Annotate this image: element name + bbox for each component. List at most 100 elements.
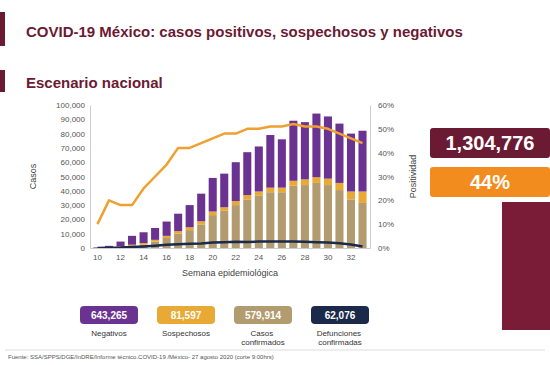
bar xyxy=(232,162,240,201)
bar xyxy=(186,230,194,248)
legend-swatch xyxy=(80,306,138,324)
tick-label: 30 xyxy=(323,253,332,262)
bar xyxy=(220,174,228,208)
tick-label: 60% xyxy=(378,101,394,110)
bar xyxy=(186,205,194,227)
tick: 0 xyxy=(81,244,90,253)
tick: 70,000 xyxy=(61,144,90,153)
tick-label: 30% xyxy=(378,173,394,182)
tick: 40,000 xyxy=(61,187,90,196)
tick-label: 20,000 xyxy=(61,215,86,224)
bar xyxy=(151,240,159,242)
bar-series xyxy=(93,177,366,248)
line xyxy=(97,241,362,248)
y-axis-title: Casos xyxy=(28,163,38,189)
decor-panel xyxy=(502,202,550,330)
tick: 60,000 xyxy=(61,158,90,167)
tick: 0% xyxy=(370,244,390,253)
bar xyxy=(232,201,240,205)
bar xyxy=(186,227,194,230)
tick: 24 xyxy=(254,253,263,262)
axis-line xyxy=(370,106,371,249)
legend-label-line: confirmadas xyxy=(318,338,362,347)
tick: 12 xyxy=(116,253,125,262)
tick: 26 xyxy=(277,253,286,262)
bar xyxy=(266,192,274,248)
tick: 20% xyxy=(370,196,394,205)
tick-label: 60,000 xyxy=(61,158,86,167)
tick: 10,000 xyxy=(61,230,90,239)
accent-bar xyxy=(0,70,5,92)
legend-label-line: Defunciones xyxy=(317,329,364,338)
bar xyxy=(289,181,297,186)
legend-total: 81,597 xyxy=(171,310,202,321)
tick-label: 40,000 xyxy=(61,187,86,196)
bar xyxy=(140,243,148,244)
bar xyxy=(128,236,136,245)
tick-label: 16 xyxy=(162,253,171,262)
tick: 18 xyxy=(185,253,194,262)
legend-total: 579,914 xyxy=(245,310,282,321)
tick: 50% xyxy=(370,125,394,134)
tick: 80,000 xyxy=(61,130,90,139)
tick: 50,000 xyxy=(61,173,90,182)
bar xyxy=(220,207,228,211)
tick-label: 14 xyxy=(139,253,148,262)
bar xyxy=(347,192,355,200)
bar xyxy=(324,185,332,248)
legend-label: Casos confirmados xyxy=(241,329,285,347)
bar xyxy=(163,236,171,238)
tick: 20 xyxy=(208,253,217,262)
tick-label: 90,000 xyxy=(61,115,86,124)
bar xyxy=(163,222,171,236)
y-axis: 010,00020,00030,00040,00050,00060,00070,… xyxy=(56,101,90,253)
bar xyxy=(358,203,366,248)
bar xyxy=(358,192,366,203)
highlight-value: 1,304,776 xyxy=(446,132,535,154)
tick: 32 xyxy=(347,253,356,262)
tick: 60% xyxy=(370,101,394,110)
tick: 40% xyxy=(370,149,394,158)
legend-swatch xyxy=(157,306,215,324)
bar xyxy=(209,178,217,212)
tick: 16 xyxy=(162,253,171,262)
tick-label: 70,000 xyxy=(61,144,86,153)
tick-label: 80,000 xyxy=(61,130,86,139)
tick: 28 xyxy=(300,253,309,262)
tick: 10 xyxy=(93,253,102,262)
bar xyxy=(163,238,171,248)
bar xyxy=(335,190,343,248)
y2-axis-title: Positividad xyxy=(408,155,418,199)
bar xyxy=(289,121,297,181)
tick-label: 10% xyxy=(378,220,394,229)
line xyxy=(97,124,362,224)
legend-label-line: Sospechosos xyxy=(162,329,210,338)
tick: 30 xyxy=(323,253,332,262)
x-axis: 10 12 14 16 18 20 22 24 26 28 30 32 xyxy=(91,249,371,262)
legend-label-line: Casos xyxy=(251,329,276,338)
tick-label: 50% xyxy=(378,125,394,134)
tick-label: 10 xyxy=(93,253,102,262)
source: Fuente: SSA/SPPS/DGE/InDRE/Informe técni… xyxy=(8,354,274,360)
y2-axis: 0% 10% 20% 30% 40% 50% 60% xyxy=(370,101,394,253)
bar xyxy=(255,146,263,191)
tick: 14 xyxy=(139,253,148,262)
bar-series xyxy=(93,183,366,248)
tick-label: 26 xyxy=(277,253,286,262)
bar xyxy=(255,192,263,196)
bar xyxy=(347,134,355,192)
bar xyxy=(324,179,332,185)
bar xyxy=(266,188,274,193)
tick: 30% xyxy=(370,173,394,182)
bar xyxy=(151,228,159,240)
plot-area xyxy=(93,114,366,248)
bar-series xyxy=(93,114,366,248)
legend-total: 62,076 xyxy=(325,310,356,321)
bar xyxy=(358,131,366,192)
tick-label: 24 xyxy=(254,253,263,262)
legend-label: Sospechosos xyxy=(162,329,210,338)
tick-label: 20% xyxy=(378,196,394,205)
legend-swatch xyxy=(311,306,369,324)
axis-line xyxy=(90,106,91,249)
tick: 22 xyxy=(231,253,240,262)
